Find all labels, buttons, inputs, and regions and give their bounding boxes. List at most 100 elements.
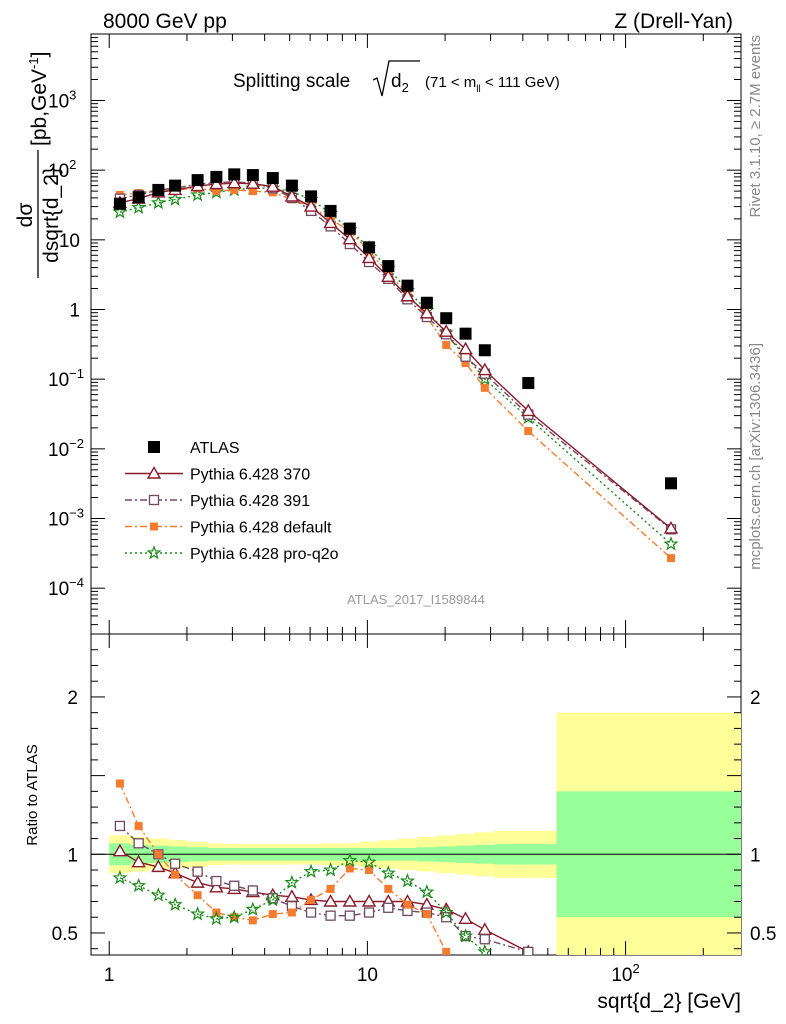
ratio-point-pdefault bbox=[422, 910, 431, 919]
data-point-pproq2o bbox=[112, 204, 128, 219]
header-left: 8000 GeV pp bbox=[103, 10, 227, 33]
data-point-p370 bbox=[439, 324, 454, 337]
y-axis-label-ratio: Ratio to ATLAS bbox=[24, 744, 41, 845]
ratio-point-p391 bbox=[247, 885, 258, 896]
legend-marker-atlas bbox=[148, 441, 160, 453]
ratio-point-pdefault bbox=[384, 884, 393, 893]
ratio-point-p370 bbox=[458, 911, 473, 925]
data-point-atlas bbox=[169, 179, 182, 192]
ratio-point-pdefault bbox=[365, 866, 374, 875]
y-tick-label-exp: −3 bbox=[69, 506, 84, 521]
y-tick-label: 10−3 bbox=[48, 506, 84, 531]
data-point-p370 bbox=[477, 362, 493, 376]
data-point-pdefault bbox=[442, 340, 451, 349]
ratio-point-p391 bbox=[363, 907, 375, 918]
data-point-p370 bbox=[303, 199, 319, 212]
ratio-point-p391 bbox=[211, 875, 222, 887]
ratio-point-pproq2o bbox=[477, 943, 493, 955]
data-point-pdefault bbox=[212, 187, 221, 196]
ratio-point-pdefault bbox=[230, 913, 239, 922]
data-point-atlas bbox=[210, 170, 223, 183]
y-tick-label: 1 bbox=[69, 300, 80, 321]
analysis-watermark: ATLAS_2017_I1589844 bbox=[347, 592, 485, 607]
ratio-point-pproq2o bbox=[399, 873, 416, 888]
data-point-pproq2o bbox=[663, 536, 679, 551]
data-point-atlas bbox=[246, 169, 259, 182]
y-tick-label-exp: −4 bbox=[69, 575, 84, 590]
plot-title: Splitting scale bbox=[233, 71, 350, 92]
ratio-point-p391 bbox=[133, 838, 144, 849]
ratio-plot-series bbox=[112, 779, 535, 955]
data-point-pdefault bbox=[524, 427, 533, 436]
data-point-atlas bbox=[266, 172, 279, 185]
y-tick-label-base: 10 bbox=[48, 579, 69, 600]
y-tick-label-base: 1 bbox=[69, 300, 80, 321]
plot-title-symbol: d2 bbox=[391, 71, 409, 95]
data-point-atlas bbox=[665, 477, 678, 490]
ratio-point-pproq2o bbox=[190, 906, 206, 921]
data-point-atlas bbox=[440, 312, 453, 325]
ratio-point-p391 bbox=[523, 946, 534, 955]
ratio-point-pproq2o bbox=[458, 928, 474, 943]
data-point-atlas bbox=[132, 191, 145, 204]
data-point-atlas bbox=[113, 197, 126, 210]
ratio-point-p370 bbox=[323, 894, 338, 907]
ratio-point-p391 bbox=[479, 934, 490, 945]
ratio-y-tick-label-right: 2 bbox=[750, 688, 761, 709]
ratio-y-tick-label: 2 bbox=[67, 688, 78, 709]
y-tick-label-base: 10 bbox=[59, 231, 80, 252]
ratio-point-pdefault bbox=[154, 850, 163, 859]
ratio-point-pdefault bbox=[268, 910, 277, 919]
ratio-point-pproq2o bbox=[284, 874, 300, 890]
y-tick-label-base: 10 bbox=[48, 510, 69, 531]
y-tick-label-exp: −2 bbox=[69, 436, 84, 451]
ratio-point-p370 bbox=[361, 894, 377, 907]
ratio-point-pdefault bbox=[287, 908, 296, 917]
y-tick-label: 10−1 bbox=[48, 366, 84, 391]
ratio-point-p391 bbox=[229, 880, 240, 891]
ratio-point-pproq2o bbox=[131, 877, 147, 893]
data-point-atlas bbox=[522, 377, 535, 390]
legend-label-atlas: ATLAS bbox=[190, 440, 240, 457]
data-point-pdefault bbox=[667, 554, 676, 563]
ratio-point-pdefault bbox=[248, 916, 257, 925]
ratio-point-pproq2o bbox=[323, 862, 339, 877]
ratio-point-pproq2o bbox=[167, 896, 183, 912]
y-tick-label-base: 10 bbox=[48, 161, 69, 182]
data-point-pproq2o bbox=[167, 191, 183, 206]
ratio-point-pdefault bbox=[193, 891, 202, 900]
data-point-pproq2o bbox=[190, 187, 206, 202]
data-point-atlas bbox=[459, 327, 472, 340]
y-tick-label-base: 10 bbox=[48, 440, 69, 461]
ratio-point-p391 bbox=[169, 858, 181, 869]
mcplots-label: mcplots.cern.ch [arXiv:1306.3436] bbox=[747, 343, 764, 570]
series-line-pproq2o bbox=[119, 187, 672, 545]
ratio-point-pproq2o bbox=[438, 904, 454, 919]
main-plot-series bbox=[112, 168, 679, 563]
x-tick-label: 10 bbox=[357, 965, 378, 986]
series-line-p391 bbox=[119, 181, 672, 530]
legend-marker-pproq2o bbox=[146, 545, 162, 560]
ratio-y-tick-label-right: 1 bbox=[750, 845, 761, 866]
plot-title-range: (71 < mll < 111 GeV) bbox=[425, 74, 560, 95]
plot-title-range-end: < 111 GeV) bbox=[481, 74, 560, 91]
ratio-point-p391 bbox=[344, 910, 355, 921]
data-point-atlas bbox=[191, 174, 204, 187]
y-tick-label: 10−2 bbox=[48, 436, 84, 461]
y-tick-label: 102 bbox=[48, 157, 76, 182]
legend-label-pdefault: Pythia 6.428 default bbox=[190, 520, 332, 537]
data-point-atlas bbox=[228, 168, 241, 181]
ratio-point-pproq2o bbox=[419, 884, 435, 899]
y-tick-label: 10−4 bbox=[48, 575, 84, 600]
y-axis-label-unit-sup: -1 bbox=[26, 57, 41, 69]
data-point-p370 bbox=[361, 250, 377, 264]
y-tick-label-exp: −1 bbox=[69, 366, 84, 381]
data-point-atlas bbox=[478, 344, 491, 357]
ratio-point-p391 bbox=[325, 910, 336, 921]
ratio-y-tick-label: 1 bbox=[67, 845, 78, 866]
y-axis-label-denominator: dsqrt{d_2} bbox=[40, 167, 63, 263]
ratio-point-pproq2o bbox=[265, 892, 281, 907]
data-point-atlas bbox=[285, 179, 298, 192]
